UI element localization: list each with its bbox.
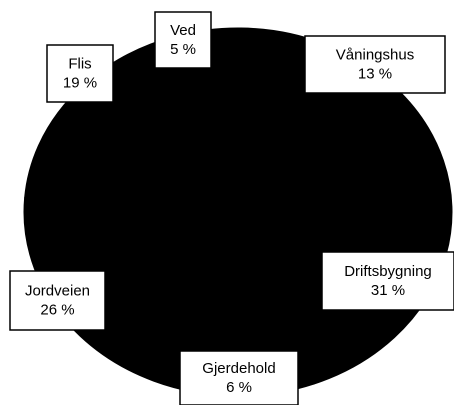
label-box	[321, 251, 454, 311]
data-label: Flis 19 %	[46, 44, 114, 103]
label-name: Jordveien	[25, 282, 90, 299]
data-label: Ved 5 %	[154, 11, 212, 69]
label-name: Våningshus	[336, 46, 414, 63]
label-box	[46, 44, 114, 103]
label-box	[154, 11, 212, 69]
label-value: 5 %	[170, 41, 196, 58]
label-box	[304, 35, 446, 94]
label-name: Driftsbygning	[344, 263, 432, 280]
label-value: 13 %	[358, 65, 392, 82]
label-name: Ved	[170, 22, 196, 39]
label-value: 26 %	[40, 301, 74, 318]
data-label: Våningshus 13 %	[304, 35, 446, 94]
data-label: Gjerdehold 6 %	[179, 350, 299, 405]
label-value: 19 %	[63, 74, 97, 91]
data-label: Jordveien 26 %	[9, 270, 106, 331]
label-box	[9, 270, 106, 331]
data-label: Driftsbygning 31 %	[321, 251, 454, 311]
label-value: 31 %	[371, 282, 405, 299]
label-box	[179, 350, 299, 405]
label-value: 6 %	[226, 379, 252, 396]
label-name: Gjerdehold	[202, 360, 275, 377]
label-name: Flis	[68, 55, 91, 72]
